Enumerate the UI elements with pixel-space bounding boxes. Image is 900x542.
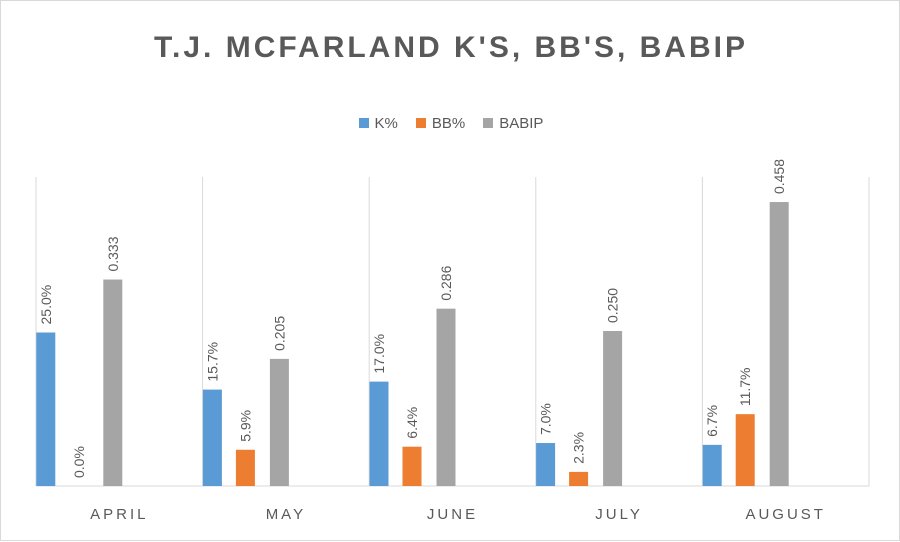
data-label: 0.286	[438, 265, 454, 300]
data-label: 0.0%	[71, 446, 87, 478]
data-label: 15.7%	[204, 342, 220, 382]
bar-k-june	[369, 381, 389, 486]
bar-babip-july	[603, 331, 623, 486]
data-label: 5.9%	[237, 410, 253, 442]
legend-swatch	[483, 118, 494, 128]
legend-label: K%	[374, 114, 398, 132]
legend-item-babip: BABIP	[483, 115, 543, 132]
bar-bb-june	[402, 446, 422, 486]
data-label: 0.458	[771, 159, 787, 194]
bar-k-july	[536, 443, 556, 486]
legend-swatch	[358, 118, 369, 128]
bar-bb-july	[569, 471, 589, 486]
bar-k-august	[702, 444, 722, 486]
legend: K% BB% BABIP	[1, 113, 900, 133]
legend-label: BABIP	[499, 114, 544, 132]
bar-bb-august	[735, 414, 755, 486]
x-tick-label: MAY	[266, 506, 306, 523]
x-tick-label: JUNE	[427, 506, 478, 523]
bar-babip-june	[436, 308, 456, 486]
data-label: 11.7%	[737, 367, 753, 406]
data-label: 6.7%	[704, 405, 720, 437]
legend-swatch	[415, 118, 426, 128]
bar-k-may	[202, 389, 222, 486]
x-tick-label: APRIL	[90, 506, 148, 523]
bar-babip-april	[103, 279, 123, 486]
data-label: 25.0%	[38, 285, 54, 325]
data-label: 0.205	[271, 316, 287, 351]
legend-item-k: K%	[358, 114, 398, 132]
data-label: 0.250	[605, 288, 621, 323]
data-label: 0.333	[105, 236, 121, 271]
legend-label: BB%	[431, 114, 466, 132]
data-label: 7.0%	[538, 403, 554, 435]
bar-k-april	[36, 332, 56, 486]
bar-babip-august	[769, 202, 789, 487]
data-label: 17.0%	[371, 334, 387, 374]
data-label: 2.3%	[571, 432, 587, 464]
x-tick-label: JULY	[595, 506, 643, 523]
bar-babip-may	[269, 358, 289, 486]
legend-item-bb: BB%	[415, 114, 466, 132]
chart-title: T.J. MCFARLAND K'S, BB'S, BABIP	[154, 31, 748, 64]
data-label: 6.4%	[404, 407, 420, 439]
bar-bb-may	[235, 449, 255, 486]
x-tick-label: AUGUST	[745, 506, 826, 523]
